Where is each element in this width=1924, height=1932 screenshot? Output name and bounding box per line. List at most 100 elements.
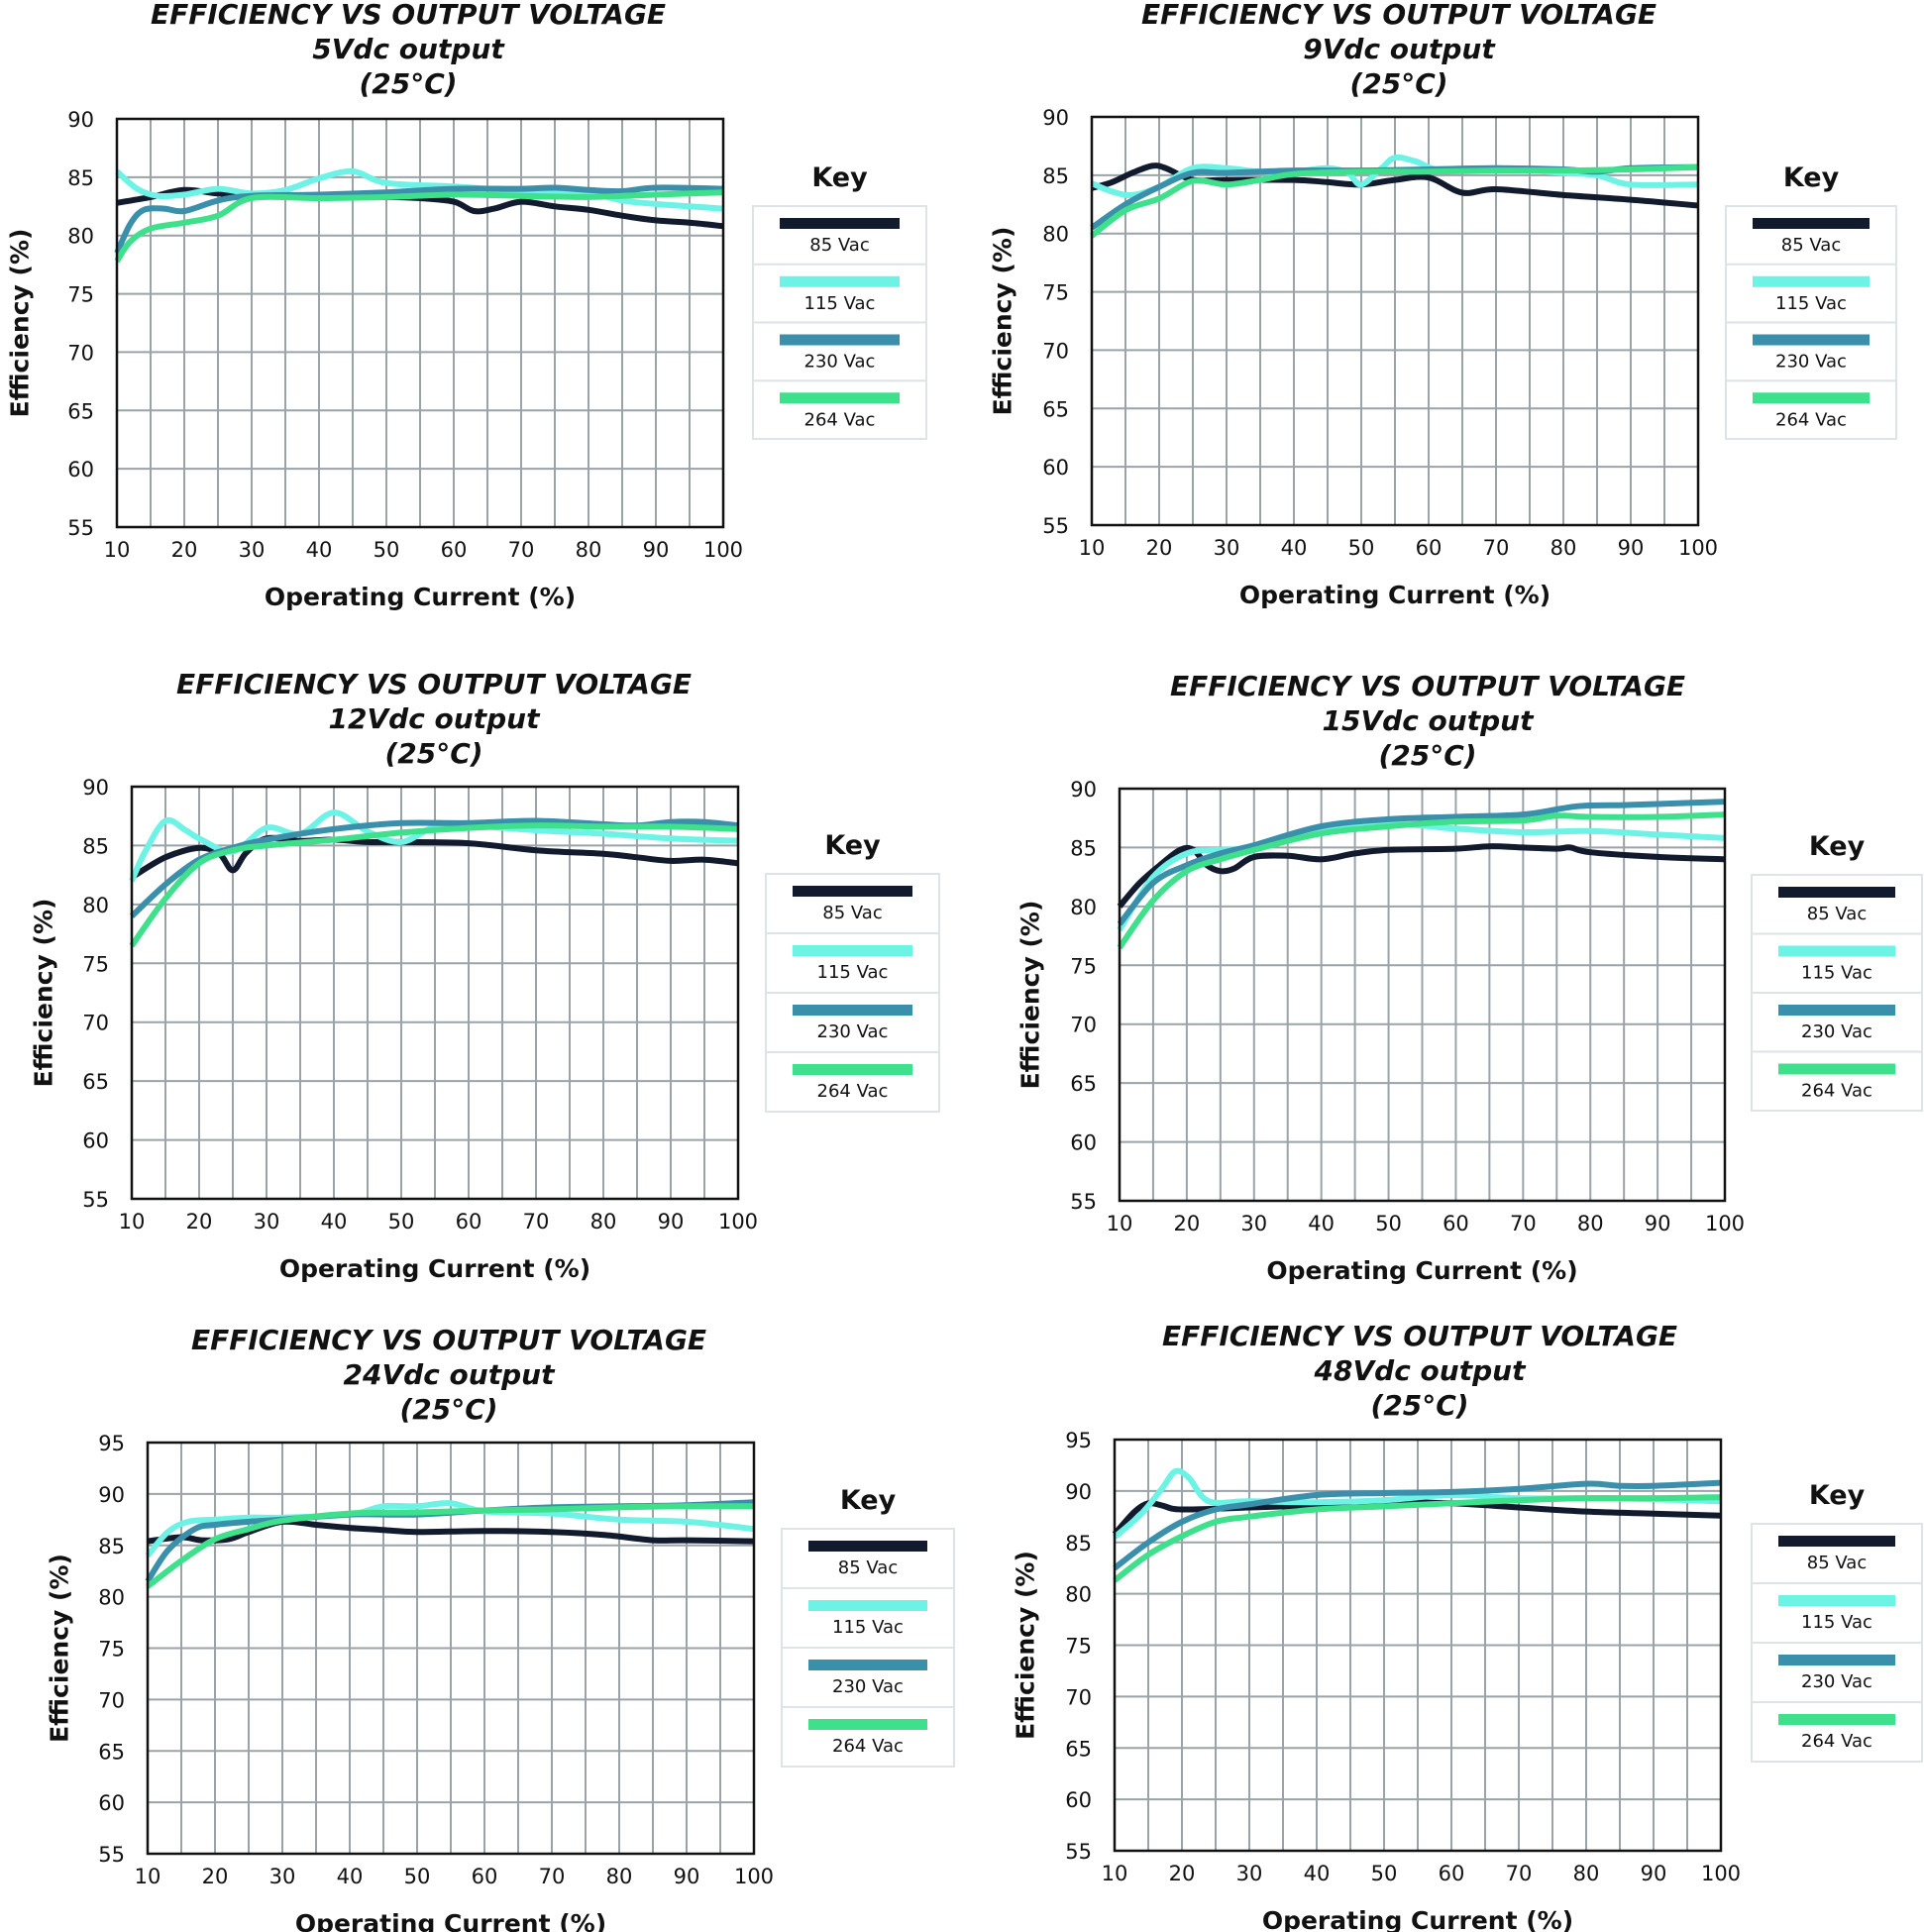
chart-title-line: (25°C) [1378,739,1476,772]
y-tick-label: 95 [1065,1429,1092,1452]
x-tick-label: 50 [1348,536,1375,560]
x-tick-label: 30 [1214,536,1240,560]
legend: Key 85 Vac 115 Vac 230 Vac 264 Vac [781,1485,955,1768]
legend-title: Key [1809,831,1866,862]
x-tick-label: 60 [1439,1862,1465,1885]
y-tick-label: 80 [1065,1583,1092,1607]
y-tick-label: 60 [1065,1788,1092,1812]
x-tick-label: 20 [171,538,198,562]
y-tick-label: 90 [98,1483,125,1507]
legend-label-115-vac: 115 Vac [1801,1612,1872,1633]
y-tick-label: 90 [67,108,94,132]
y-tick-label: 65 [1065,1737,1092,1761]
y-axis-label: Efficiency (%) [1016,901,1045,1090]
x-tick-label: 40 [337,1865,364,1888]
legend-label-264-vac: 264 Vac [817,1081,889,1102]
legend-swatch-85-vac [1753,218,1870,229]
y-tick-label: 65 [98,1740,125,1764]
x-tick-label: 20 [1169,1862,1196,1885]
legend-label-85-vac: 85 Vac [1807,904,1867,924]
y-tick-label: 75 [1042,281,1069,305]
legend-swatch-264-vac [808,1719,927,1730]
y-tick-label: 90 [82,776,109,800]
x-tick-label: 90 [658,1210,685,1234]
x-tick-label: 100 [734,1865,774,1888]
legend-label-230-vac: 230 Vac [817,1021,889,1042]
legend-swatch-264-vac [1753,392,1870,404]
legend-swatch-230-vac [1753,334,1870,346]
x-tick-label: 70 [539,1865,566,1888]
series-line-230-vac [1113,1479,1722,1571]
grid-lines [117,119,723,527]
legend-label-230-vac: 230 Vac [1801,1671,1872,1692]
y-axis-label: Efficiency (%) [30,899,58,1088]
x-tick-label: 30 [269,1865,296,1888]
legend-swatch-85-vac [793,886,912,897]
x-tick-label: 70 [1483,536,1510,560]
legend-swatch-264-vac [793,1064,912,1075]
y-tick-label: 60 [67,458,94,482]
y-tick-label: 85 [1065,1532,1092,1556]
legend-label-230-vac: 230 Vac [804,352,876,373]
series-line-264-vac [1113,1494,1722,1583]
y-tick-label: 80 [67,225,94,249]
legend-swatch-264-vac [780,392,900,404]
series-line-264-vac [1117,811,1726,950]
y-axis-label: Efficiency (%) [6,229,35,418]
x-axis-label: Operating Current (%) [295,1909,606,1932]
x-tick-label: 90 [674,1865,700,1888]
x-tick-label: 20 [1174,1212,1201,1235]
chart-title-line: (25°C) [399,1393,497,1426]
y-tick-label: 75 [98,1638,125,1662]
x-tick-label: 20 [1146,536,1173,560]
x-tick-label: 10 [104,538,131,562]
legend-label-115-vac: 115 Vac [1801,963,1872,984]
x-tick-label: 10 [135,1865,161,1888]
x-tick-label: 70 [523,1210,550,1234]
legend: Key 85 Vac 115 Vac 230 Vac 264 Vac [1751,1480,1923,1763]
x-tick-label: 30 [1240,1212,1267,1235]
y-tick-label: 80 [98,1586,125,1610]
y-tick-label: 70 [1065,1685,1092,1709]
legend-label-85-vac: 85 Vac [822,903,882,923]
series-line-264-vac [114,189,724,264]
y-tick-label: 80 [1042,223,1069,247]
x-tick-label: 50 [388,1210,415,1234]
series-line-85-vac [1117,843,1726,909]
legend-swatch-230-vac [1778,1655,1895,1665]
chart-title-line: EFFICIENCY VS OUTPUT VOLTAGE [151,0,666,31]
legend-label-264-vac: 264 Vac [804,409,876,430]
x-axis-label: Operating Current (%) [279,1254,590,1283]
plot-frame [115,117,725,529]
chart-title-line: (25°C) [1349,67,1447,100]
legend-title: Key [1783,162,1840,193]
legend-label-230-vac: 230 Vac [1801,1021,1872,1042]
chart-title-line: EFFICIENCY VS OUTPUT VOLTAGE [1141,0,1657,31]
x-tick-label: 50 [1375,1212,1402,1235]
series-line-264-vac [129,822,739,948]
x-tick-label: 90 [643,538,670,562]
y-tick-label: 90 [1065,1480,1092,1504]
series-line-85-vac [1091,162,1699,209]
legend: Key 85 Vac 115 Vac 230 Vac 264 Vac [1725,162,1897,440]
y-tick-label: 60 [82,1129,109,1153]
x-tick-label: 80 [1573,1862,1600,1885]
series-line-230-vac [1117,799,1726,926]
x-axis-label: Operating Current (%) [1262,1906,1573,1932]
plot-frame [1118,787,1727,1203]
x-tick-label: 60 [1416,536,1443,560]
y-axis-label: Efficiency (%) [46,1554,74,1743]
legend-swatch-230-vac [808,1660,927,1670]
chart-title-line: EFFICIENCY VS OUTPUT VOLTAGE [176,668,692,700]
y-tick-label: 55 [82,1188,109,1212]
y-tick-label: 85 [1042,164,1069,188]
legend-swatch-264-vac [1778,1714,1895,1725]
y-tick-label: 75 [1065,1635,1092,1659]
y-tick-label: 90 [1042,106,1069,130]
y-tick-label: 55 [67,516,94,540]
x-tick-label: 70 [1510,1212,1537,1235]
